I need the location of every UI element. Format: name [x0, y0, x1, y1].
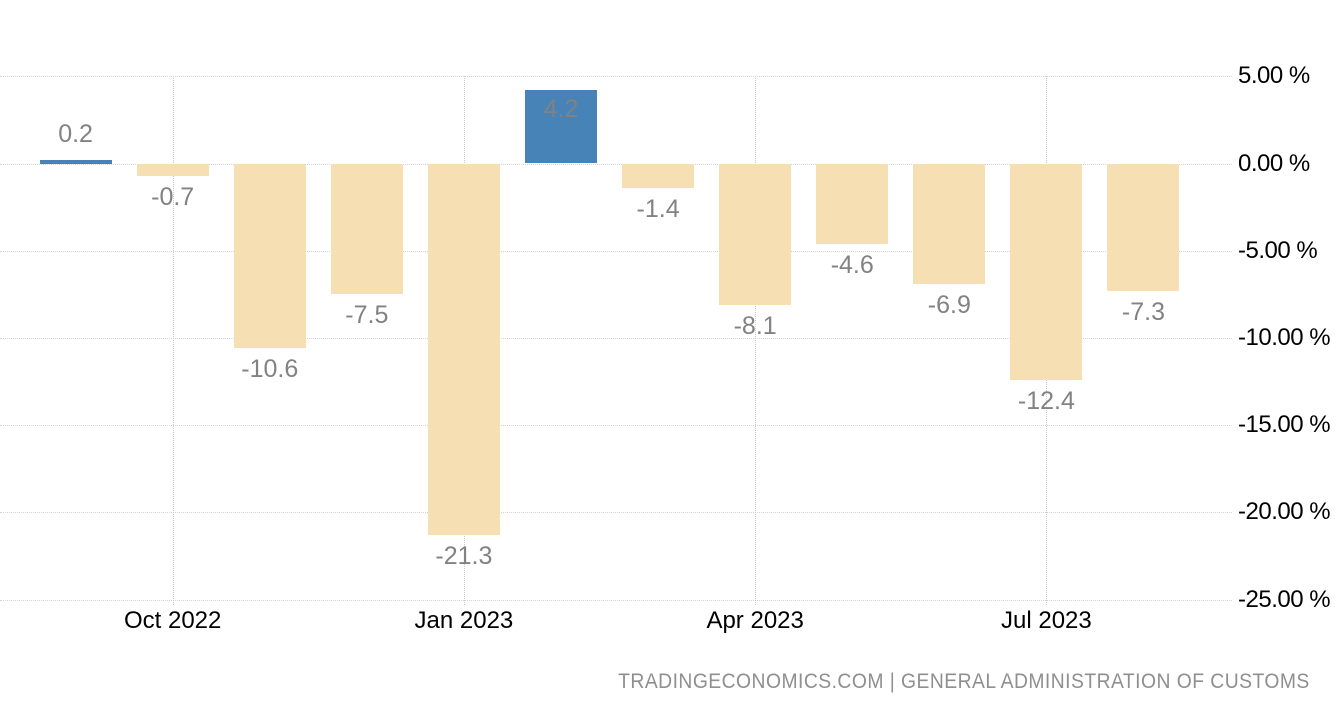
- bar[interactable]: [427, 163, 500, 535]
- bar[interactable]: [233, 163, 306, 349]
- bar[interactable]: [913, 163, 986, 284]
- x-axis-tick-label: Jul 2023: [1001, 607, 1092, 634]
- horizontal-gridline: [0, 76, 1232, 78]
- bar-value-label: -21.3: [435, 541, 493, 570]
- bar-value-label: -7.5: [345, 301, 389, 330]
- y-axis-tick-label: 5.00 %: [1238, 62, 1310, 90]
- vertical-gridline: [755, 76, 757, 606]
- bar-value-label: 0.2: [58, 120, 93, 148]
- x-axis-tick-label: Oct 2022: [123, 607, 222, 634]
- bar-value-label: -8.1: [733, 311, 777, 340]
- bar[interactable]: [622, 163, 695, 188]
- y-axis-tick-label: -10.00 %: [1238, 323, 1331, 351]
- x-axis-tick-label: Jan 2023: [414, 607, 514, 634]
- bar[interactable]: [39, 160, 112, 164]
- y-axis-tick-label: -20.00 %: [1238, 498, 1331, 526]
- bar-value-label: -12.4: [1017, 386, 1075, 415]
- x-axis-tick-label: Apr 2023: [706, 607, 804, 634]
- horizontal-gridline: [0, 163, 1232, 165]
- bar-value-label: -1.4: [636, 194, 680, 223]
- bar[interactable]: [719, 163, 792, 305]
- bar-value-label: 4.2: [543, 95, 579, 124]
- horizontal-gridline: [0, 425, 1232, 427]
- horizontal-gridline: [0, 599, 1232, 601]
- bar-value-label: -0.7: [151, 182, 195, 211]
- chart-attribution[interactable]: TRADINGECONOMICS.COM | GENERAL ADMINISTR…: [618, 670, 1310, 693]
- bar-value-label: -10.6: [241, 355, 299, 384]
- bar[interactable]: [136, 163, 209, 176]
- bar-value-label: -7.3: [1121, 297, 1166, 326]
- bar-value-label: -6.9: [927, 290, 971, 319]
- y-axis-tick-label: -25.00 %: [1238, 585, 1331, 613]
- vertical-gridline: [172, 76, 174, 606]
- horizontal-gridline: [0, 512, 1232, 514]
- y-axis-tick-label: -15.00 %: [1238, 411, 1331, 439]
- bar[interactable]: [525, 90, 597, 164]
- bar[interactable]: [1107, 163, 1180, 291]
- horizontal-gridline: [0, 337, 1232, 339]
- bar[interactable]: [816, 163, 889, 244]
- bar[interactable]: [330, 163, 403, 295]
- y-axis-tick-label: -5.00 %: [1238, 236, 1318, 264]
- bar[interactable]: [1010, 163, 1083, 380]
- horizontal-gridline: [0, 250, 1232, 252]
- bar-value-label: -4.6: [830, 250, 874, 279]
- y-axis-tick-label: 0.00 %: [1238, 149, 1310, 177]
